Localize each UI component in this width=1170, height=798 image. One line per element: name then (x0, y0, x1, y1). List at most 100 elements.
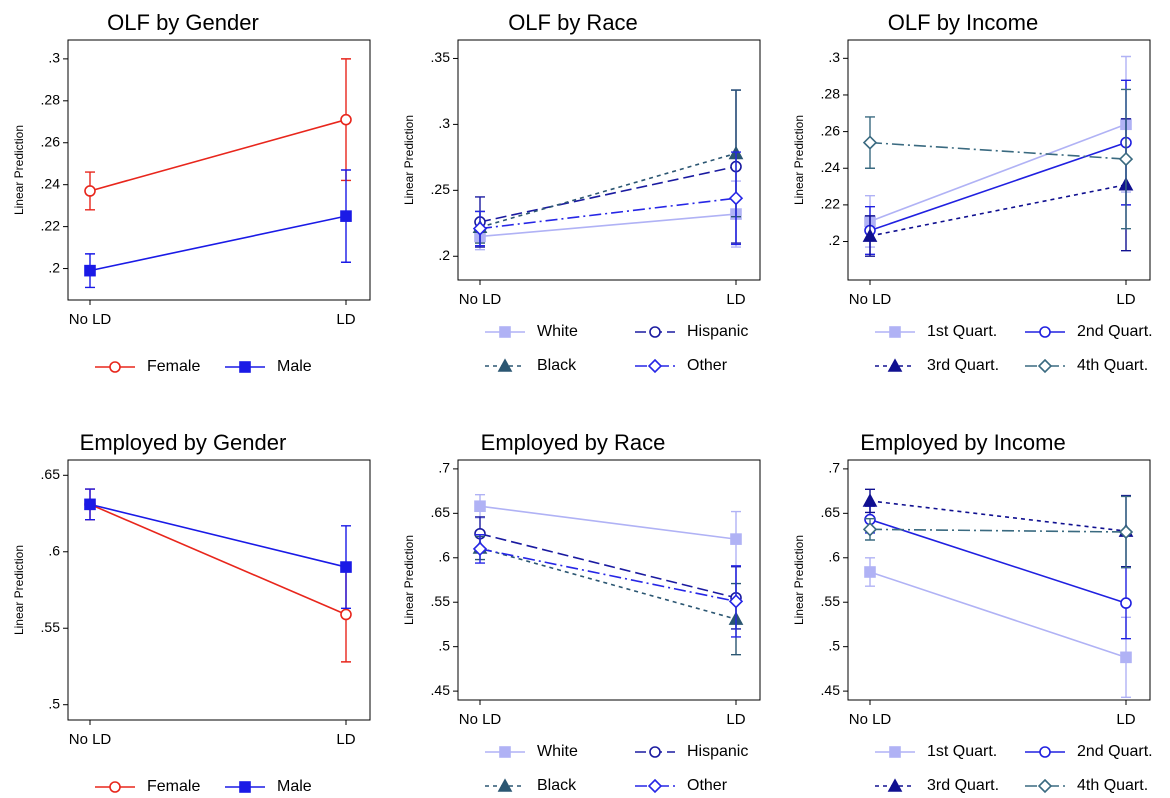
y-tick-label: .28 (41, 92, 61, 108)
series-line (869, 141, 1127, 232)
marker (340, 608, 352, 621)
series-line (479, 505, 737, 540)
marker (889, 326, 901, 338)
marker (84, 498, 96, 511)
marker (862, 228, 878, 242)
series-line (479, 165, 737, 223)
chart-title: OLF by Income (888, 10, 1038, 35)
y-tick-label: .2 (48, 259, 60, 275)
legend-label: White (537, 743, 578, 760)
marker (239, 361, 251, 373)
chart-title: OLF by Race (508, 10, 638, 35)
marker (497, 778, 513, 792)
marker (887, 778, 903, 792)
series-line (479, 533, 737, 599)
chart-title: Employed by Income (860, 430, 1065, 455)
series-line (479, 548, 737, 603)
y-tick-label: .28 (821, 86, 841, 102)
marker (862, 493, 878, 507)
marker (340, 210, 352, 222)
y-tick-label: .5 (438, 637, 450, 653)
series-line (89, 118, 347, 192)
series-line (89, 503, 347, 568)
x-tick-label: No LD (849, 711, 892, 728)
marker (239, 781, 251, 793)
marker (649, 746, 661, 758)
y-tick-label: .55 (431, 593, 451, 609)
legend-label: Hispanic (687, 743, 748, 760)
marker (472, 221, 488, 236)
series-line (89, 503, 347, 616)
marker (887, 358, 903, 372)
y-tick-label: .2 (438, 247, 450, 263)
series-line (479, 213, 737, 238)
x-tick-label: No LD (459, 291, 502, 308)
y-tick-label: .7 (828, 460, 840, 476)
chart-title: Employed by Race (481, 430, 666, 455)
marker (647, 358, 663, 374)
y-tick-label: .25 (431, 181, 451, 197)
plot-frame (67, 459, 371, 721)
marker (728, 191, 744, 206)
plot-frame (847, 39, 1151, 281)
marker (1118, 151, 1134, 167)
series-line (869, 183, 1127, 237)
marker (728, 594, 744, 609)
marker (474, 500, 486, 513)
legend-label: Other (687, 357, 728, 374)
legend-label: 3rd Quart. (927, 777, 999, 794)
y-tick-label: .22 (821, 196, 841, 212)
marker (647, 778, 663, 794)
marker (109, 361, 121, 373)
marker (649, 326, 661, 338)
y-tick-label: .65 (431, 504, 451, 520)
legend-label: 4th Quart. (1077, 777, 1148, 794)
y-tick-label: .26 (821, 122, 841, 138)
marker (1039, 746, 1051, 758)
y-tick-label: .6 (438, 548, 450, 564)
x-tick-label: LD (336, 731, 355, 748)
x-tick-label: LD (1116, 291, 1135, 308)
x-tick-label: No LD (849, 291, 892, 308)
x-tick-label: LD (336, 311, 355, 328)
series-line (479, 152, 737, 229)
y-axis-label: Linear Prediction (12, 125, 26, 215)
series-line (869, 123, 1127, 223)
y-tick-label: .3 (438, 115, 450, 131)
y-tick-label: .24 (821, 159, 841, 175)
legend-label: 1st Quart. (927, 743, 997, 760)
y-axis-label: Linear Prediction (792, 115, 806, 205)
marker (84, 264, 96, 277)
legend-label: Hispanic (687, 323, 748, 340)
plot-frame (457, 459, 761, 701)
y-tick-label: .6 (48, 542, 60, 558)
x-tick-label: LD (726, 291, 745, 308)
x-tick-label: No LD (69, 311, 112, 328)
x-tick-label: LD (1116, 711, 1135, 728)
x-tick-label: LD (726, 711, 745, 728)
legend-label: 2nd Quart. (1077, 323, 1153, 340)
plot-frame (847, 459, 1151, 701)
x-tick-label: No LD (459, 711, 502, 728)
y-tick-label: .55 (821, 593, 841, 609)
marker (864, 566, 876, 578)
y-tick-label: .5 (828, 637, 840, 653)
marker (472, 541, 488, 557)
legend-label: Female (147, 358, 200, 375)
y-tick-label: .26 (41, 133, 61, 149)
y-tick-label: .35 (431, 49, 451, 65)
legend-label: 4th Quart. (1077, 357, 1148, 374)
chart-title: Employed by Gender (80, 430, 287, 455)
y-tick-label: .65 (821, 504, 841, 520)
marker (499, 326, 511, 338)
y-tick-label: .22 (41, 217, 61, 233)
legend-label: 1st Quart. (927, 323, 997, 340)
y-axis-label: Linear Prediction (792, 535, 806, 625)
legend-label: Male (277, 778, 312, 795)
marker (862, 135, 878, 150)
y-axis-label: Linear Prediction (12, 545, 26, 635)
chart-title: OLF by Gender (107, 10, 259, 35)
series-line (869, 500, 1127, 532)
y-tick-label: .65 (41, 466, 61, 482)
